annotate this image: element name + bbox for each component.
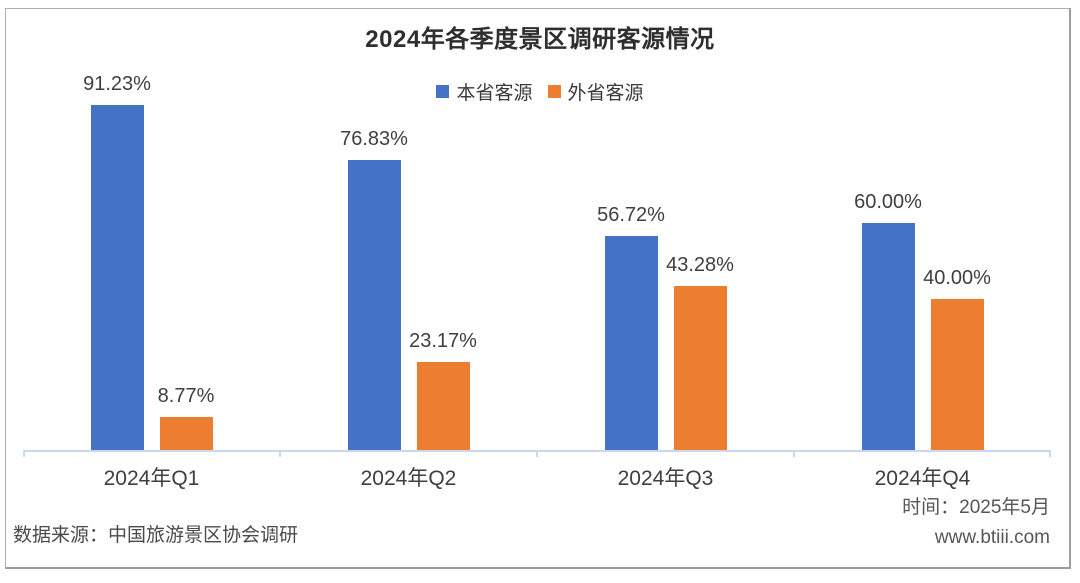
bar-local-q1: 91.23% <box>83 73 151 450</box>
bar-local-q2: 76.83% <box>340 128 408 450</box>
x-axis-tick <box>1049 450 1051 457</box>
plot-area: 91.23% 8.77% 2024年Q1 76.83% 23.17% 2024年Q2 56.… <box>23 72 1051 490</box>
website-note: www.btiii.com <box>934 527 1050 548</box>
x-axis-tick <box>279 450 281 457</box>
bar-group-1: 91.23% 8.77% 2024年Q1 <box>23 72 280 490</box>
legend-item-1: 外省客源 <box>547 78 644 105</box>
x-axis-tick <box>536 450 538 457</box>
legend-label: 外省客源 <box>567 83 644 104</box>
category-label-q4: 2024年Q4 <box>874 467 971 490</box>
bar-value-label: 8.77% <box>157 385 215 407</box>
bar-value-label: 43.28% <box>666 254 734 276</box>
x-axis-tick <box>793 450 795 457</box>
chart-legend: 本省客源 外省客源 <box>0 78 1080 105</box>
bar-local-q3: 56.72% <box>597 204 665 450</box>
bar-external-q1: 8.77% <box>158 385 214 450</box>
bar-value-label: 91.23% <box>83 73 151 95</box>
footer-right-block: 时间：2025年5月 www.btiii.com <box>902 493 1050 553</box>
bar-group-3: 56.72% 43.28% 2024年Q3 <box>537 72 794 490</box>
x-axis-tick <box>23 450 25 457</box>
bar-external-q2: 23.17% <box>409 330 477 450</box>
bar-value-label: 56.72% <box>597 204 665 226</box>
category-label-q3: 2024年Q3 <box>617 467 714 490</box>
bar-group-4: 60.00% 40.00% 2024年Q4 <box>794 72 1051 490</box>
category-label-q2: 2024年Q2 <box>360 467 457 490</box>
chart-title: 2024年各季度景区调研客源情况 <box>365 26 715 53</box>
category-label-q1: 2024年Q1 <box>103 467 200 490</box>
legend-label: 本省客源 <box>456 83 533 104</box>
bar-local-q4: 60.00% <box>854 191 922 450</box>
legend-swatch-icon <box>547 85 561 98</box>
bar-value-label: 40.00% <box>923 267 991 289</box>
date-note: 时间：2025年5月 <box>902 497 1050 518</box>
bar-group-2: 76.83% 23.17% 2024年Q2 <box>280 72 537 490</box>
bar-external-q4: 40.00% <box>923 267 991 450</box>
bar-value-label: 23.17% <box>409 330 477 352</box>
legend-swatch-icon <box>436 85 450 98</box>
bar-external-q3: 43.28% <box>666 254 734 450</box>
bar-value-label: 60.00% <box>854 191 922 213</box>
bar-value-label: 76.83% <box>340 128 408 150</box>
data-source-note: 数据来源：中国旅游景区协会调研 <box>13 525 299 546</box>
legend-item-0: 本省客源 <box>436 78 533 105</box>
